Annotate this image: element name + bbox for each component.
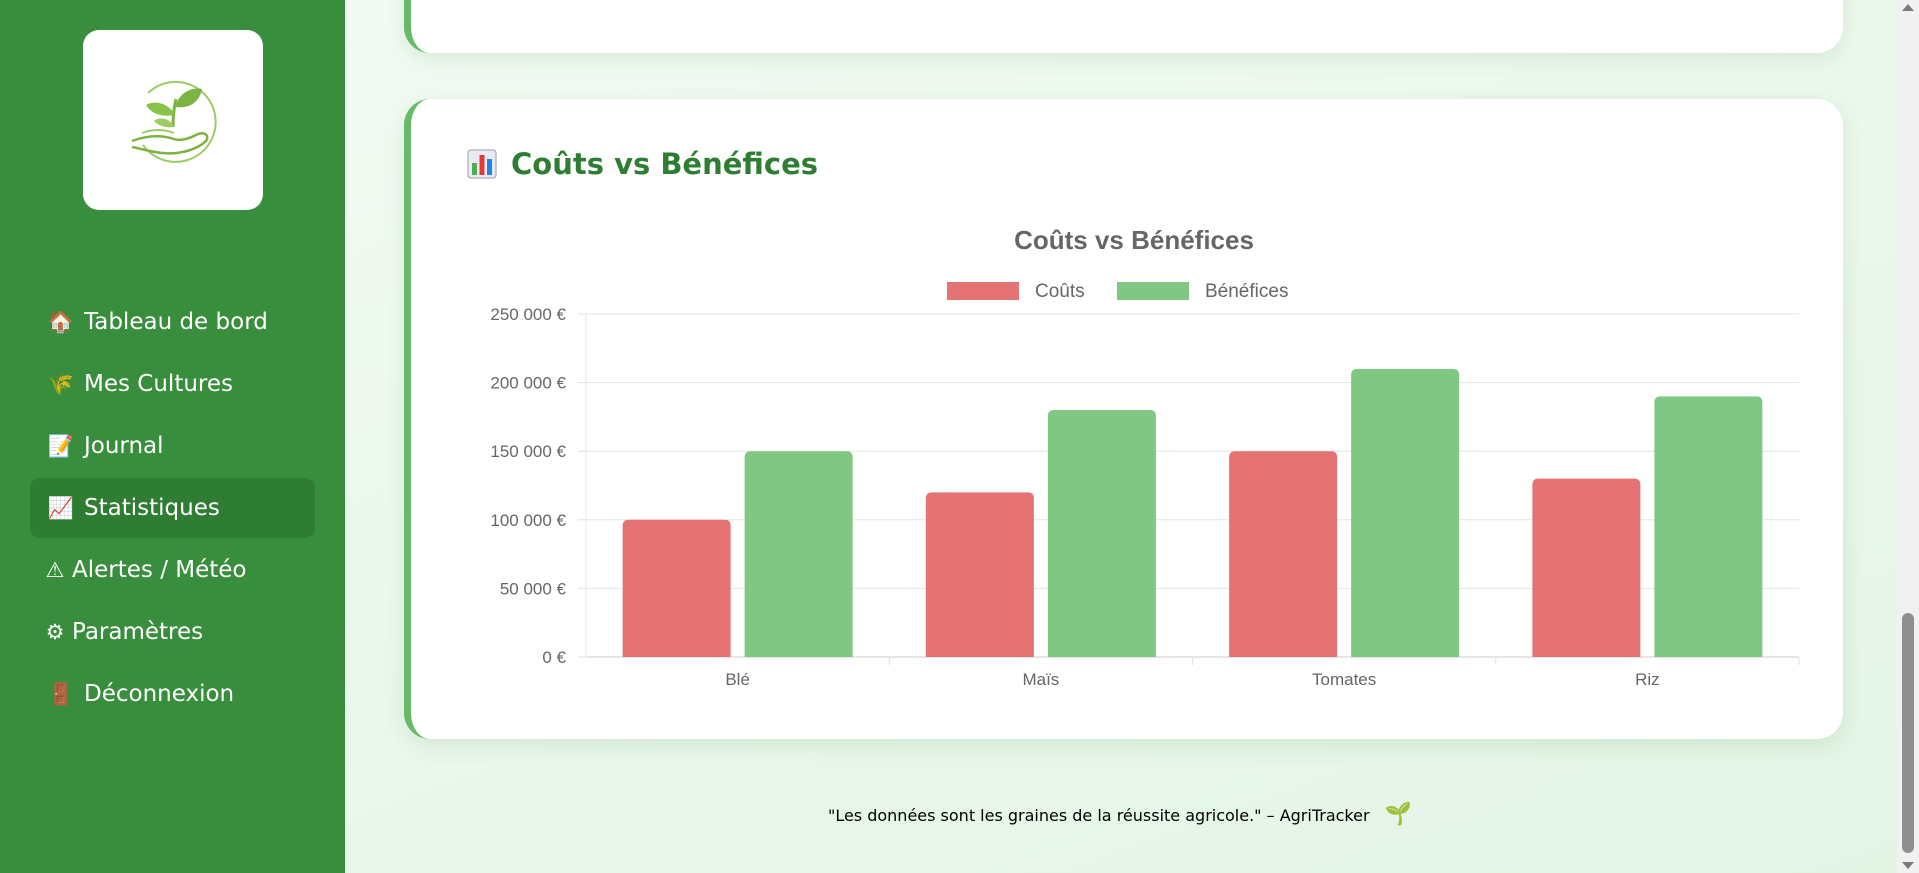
sidebar-item-deconnexion[interactable]: 🚪 Déconnexion	[30, 664, 315, 724]
seedling-icon: 🌱	[1384, 802, 1413, 827]
sidebar-item-mes-cultures[interactable]: 🌾 Mes Cultures	[30, 354, 315, 414]
wheat-icon: 🌾	[47, 371, 75, 396]
sidebar-item-statistiques[interactable]: 📈 Statistiques	[30, 478, 315, 538]
sidebar-item-journal[interactable]: 📝 Journal	[30, 416, 315, 476]
bar-benefices-3[interactable]	[1654, 396, 1763, 657]
y-tick-label: 100 000 €	[490, 511, 566, 530]
x-tick-label: Riz	[1635, 670, 1660, 689]
legend-swatch-1[interactable]	[1117, 282, 1189, 300]
sidebar-item-label: Déconnexion	[84, 681, 235, 707]
bar-chart-icon	[467, 149, 497, 179]
bar-benefices-2[interactable]	[1351, 368, 1460, 657]
bar-couts-1[interactable]	[925, 492, 1034, 657]
y-tick-label: 0 €	[542, 648, 566, 667]
legend-label-0[interactable]: Coûts	[1035, 281, 1085, 302]
scroll-thumb[interactable]	[1902, 613, 1914, 853]
x-tick-label: Tomates	[1312, 670, 1376, 689]
chart-increasing-icon: 📈	[47, 495, 75, 520]
scroll-up-arrow-icon[interactable]	[1902, 4, 1914, 11]
x-axis: Blé Maïs Tomates Riz	[725, 657, 1800, 689]
sidebar-item-label: Tableau de bord	[84, 309, 268, 335]
section-title-text: Coûts vs Bénéfices	[511, 147, 819, 181]
previous-card	[404, 0, 1843, 53]
chart-card: Coûts vs Bénéfices Coûts vs Bénéfices Co…	[404, 99, 1843, 739]
sidebar-nav: 🏠 Tableau de bord 🌾 Mes Cultures 📝 Journ…	[30, 292, 315, 726]
sidebar-item-parametres[interactable]: ⚙ Paramètres	[30, 602, 315, 662]
memo-icon: 📝	[47, 433, 75, 458]
bar-couts-3[interactable]	[1532, 478, 1641, 657]
plant-hand-logo-icon	[131, 80, 217, 163]
sidebar-item-label: Paramètres	[72, 619, 204, 645]
gear-icon: ⚙	[45, 620, 65, 644]
y-tick-label: 250 000 €	[490, 305, 566, 324]
x-tick-label: Maïs	[1022, 670, 1059, 689]
bar-couts-0[interactable]	[622, 519, 731, 657]
y-tick-label: 150 000 €	[490, 442, 566, 461]
sidebar-item-alertes-meteo[interactable]: ⚠ Alertes / Météo	[30, 540, 315, 600]
bar-benefices-1[interactable]	[1047, 410, 1156, 657]
sidebar-item-label: Journal	[84, 433, 164, 459]
chart-title: Coûts vs Bénéfices	[1014, 225, 1254, 255]
y-axis: 0 € 50 000 € 100 000 € 150 000 € 200 000 € 25…	[490, 305, 566, 667]
sidebar-item-label: Mes Cultures	[84, 371, 233, 397]
section-title: Coûts vs Bénéfices	[467, 147, 818, 181]
bar-benefices-0[interactable]	[744, 451, 853, 657]
app-logo[interactable]	[83, 30, 263, 210]
legend-label-1[interactable]: Bénéfices	[1205, 281, 1288, 302]
bar-chart: Coûts vs Bénéfices Coûts Bénéfices 0 € 50 …	[490, 225, 1800, 689]
door-icon: 🚪	[47, 681, 75, 706]
footer-quote: "Les données sont les graines de la réus…	[345, 802, 1895, 827]
bar-couts-2[interactable]	[1229, 451, 1338, 657]
chart-legend: Coûts Bénéfices	[947, 281, 1288, 302]
warning-icon: ⚠	[45, 558, 65, 582]
legend-swatch-0[interactable]	[947, 282, 1019, 300]
chart-bars	[622, 368, 1763, 657]
y-tick-label: 50 000 €	[500, 579, 567, 598]
sidebar-item-tableau-de-bord[interactable]: 🏠 Tableau de bord	[30, 292, 315, 352]
sidebar: 🏠 Tableau de bord 🌾 Mes Cultures 📝 Journ…	[0, 0, 345, 873]
sidebar-item-label: Statistiques	[84, 495, 220, 521]
y-tick-label: 200 000 €	[490, 374, 566, 393]
sidebar-item-label: Alertes / Météo	[72, 557, 247, 583]
scroll-down-arrow-icon[interactable]	[1902, 862, 1914, 869]
quote-text: "Les données sont les graines de la réus…	[827, 806, 1370, 825]
x-tick-label: Blé	[725, 670, 750, 689]
vertical-scrollbar[interactable]	[1897, 0, 1919, 873]
house-icon: 🏠	[47, 309, 75, 334]
